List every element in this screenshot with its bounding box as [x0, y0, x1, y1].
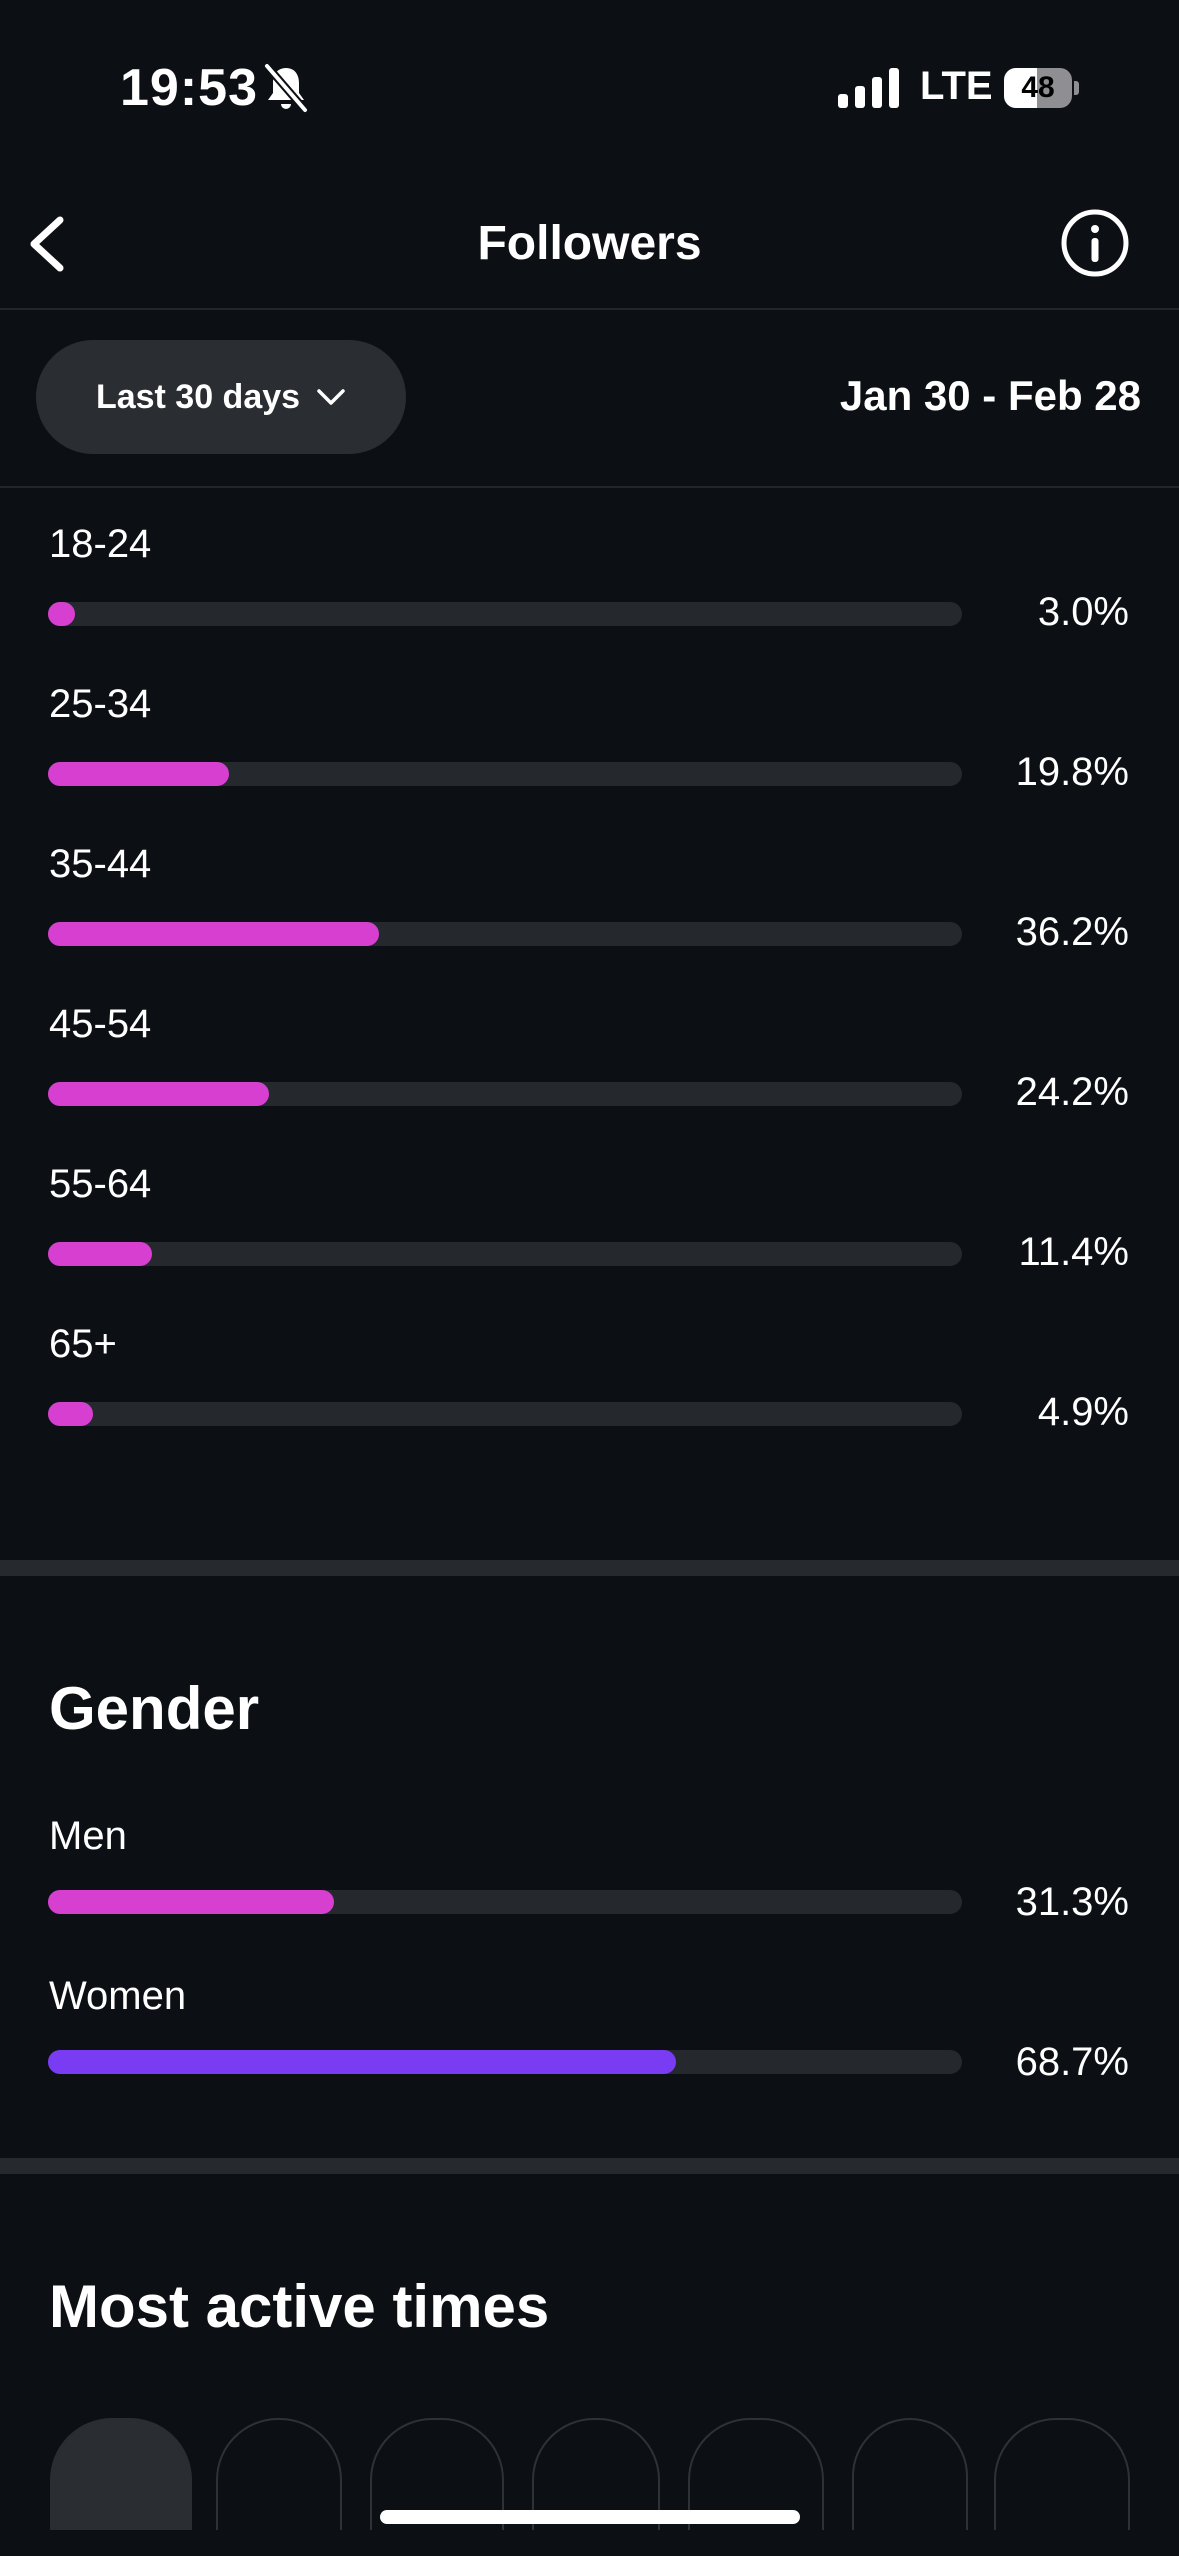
day-selector-pill[interactable]	[994, 2418, 1130, 2530]
age-label: 45-54	[49, 1002, 152, 1046]
page-title: Followers	[477, 217, 702, 270]
age-percent: 19.8%	[1015, 750, 1129, 794]
bar-track	[48, 1402, 962, 1426]
section-divider	[0, 1560, 1179, 1576]
bar-track	[48, 602, 962, 626]
gender-label: Men	[49, 1814, 127, 1858]
bar-fill	[48, 1890, 335, 1914]
bar-fill	[48, 602, 76, 626]
day-selector-pill[interactable]	[532, 2418, 660, 2530]
bar-track	[48, 2050, 962, 2074]
age-percent: 36.2%	[1015, 910, 1129, 954]
day-selector-pill[interactable]	[370, 2418, 504, 2530]
age-label: 65+	[49, 1322, 117, 1366]
day-selector-pill[interactable]	[50, 2418, 192, 2530]
gender-percent: 31.3%	[1015, 1880, 1129, 1924]
info-icon[interactable]	[1060, 208, 1130, 278]
filter-divider	[0, 486, 1179, 488]
bar-track	[48, 922, 962, 946]
day-selector-pill[interactable]	[688, 2418, 824, 2530]
battery-icon: 48	[1004, 68, 1080, 108]
gender-percent: 68.7%	[1015, 2040, 1129, 2084]
age-percent: 24.2%	[1015, 1070, 1129, 1114]
bar-fill	[48, 1082, 270, 1106]
period-label: Last 30 days	[95, 377, 301, 416]
age-label: 25-34	[49, 682, 152, 726]
network-type: LTE	[920, 64, 993, 108]
bar-track	[48, 1890, 962, 1914]
age-percent: 11.4%	[1018, 1230, 1129, 1274]
bar-fill	[48, 1242, 153, 1266]
header-divider	[0, 308, 1179, 310]
period-dropdown[interactable]: Last 30 days	[36, 340, 406, 454]
bar-track	[48, 762, 962, 786]
age-label: 35-44	[49, 842, 152, 886]
age-label: 55-64	[49, 1162, 152, 1206]
bar-track	[48, 1242, 962, 1266]
age-percent: 4.9%	[1037, 1390, 1129, 1434]
gender-label: Women	[49, 1974, 187, 2018]
bar-track	[48, 1082, 962, 1106]
bell-slash-icon	[263, 63, 309, 113]
back-button[interactable]	[20, 208, 80, 280]
bar-fill	[48, 922, 379, 946]
date-range: Jan 30 - Feb 28	[839, 372, 1141, 419]
chevron-down-icon	[317, 389, 345, 405]
age-label: 18-24	[49, 522, 152, 566]
day-selector-pill[interactable]	[852, 2418, 968, 2530]
section-divider	[0, 2158, 1179, 2174]
status-time: 19:53	[120, 59, 258, 117]
home-indicator[interactable]	[380, 2510, 800, 2524]
bar-fill	[48, 2050, 676, 2074]
bar-fill	[48, 762, 229, 786]
bar-fill	[48, 1402, 93, 1426]
age-percent: 3.0%	[1037, 590, 1129, 634]
day-selector-pill[interactable]	[216, 2418, 342, 2530]
gender-title: Gender	[49, 1675, 260, 1742]
battery-level: 48	[1021, 71, 1055, 104]
signal-icon	[838, 68, 899, 108]
most-active-title: Most active times	[49, 2273, 550, 2340]
